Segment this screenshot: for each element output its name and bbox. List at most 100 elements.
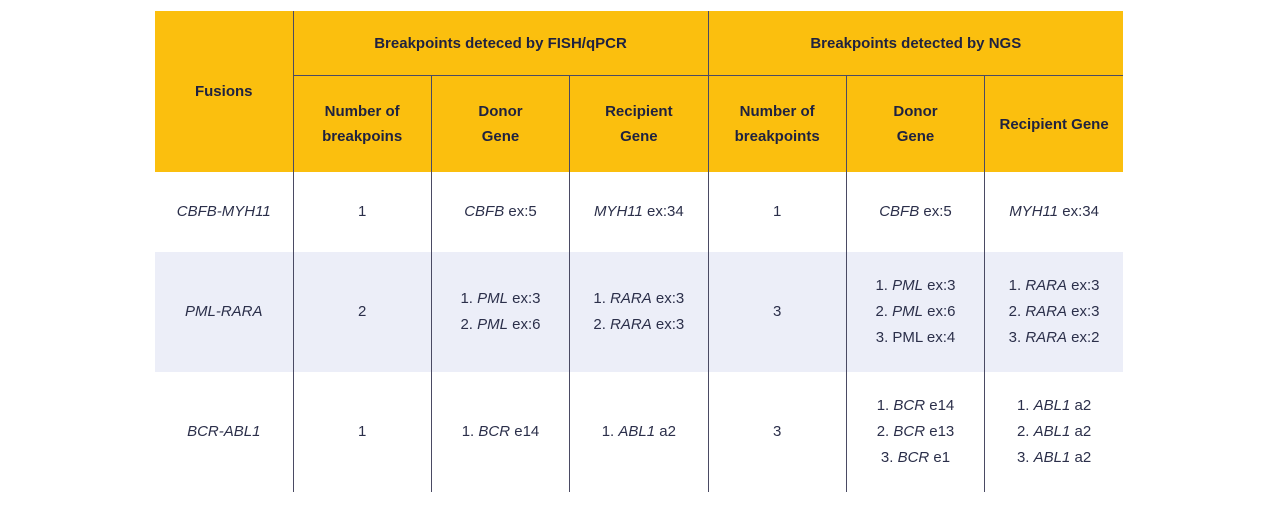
breakpoint-entry: 2. PML ex:6	[851, 299, 980, 325]
ngs-number-cell: 1	[707, 172, 847, 252]
breakpoint-entry: 3. RARA ex:2	[989, 325, 1119, 351]
breakpoint-entry: 1. ABL1 a2	[574, 419, 703, 445]
ngs-donor-cell: 1. BCR e14 2. BCR e13 3. BCR e1	[845, 372, 985, 492]
breakpoint-site: ex:6	[927, 303, 956, 320]
breakpoint-entry: 2. RARA ex:3	[574, 312, 703, 338]
breakpoint-entry: 3. BCR e1	[851, 445, 980, 471]
fish-qpcr-group-header: Breakpoints deteced by FISH/qPCR	[292, 11, 708, 76]
header-line: Number of	[324, 103, 400, 120]
fish-number-cell: 1	[292, 172, 432, 252]
breakpoint-entry: MYH11 ex:34	[989, 199, 1119, 225]
header-row-groups: Fusions Breakpoints deteced by FISH/qPCR…	[155, 11, 1124, 172]
breakpoint-site: ex:5	[923, 203, 952, 220]
breakpoint-site: ex:3	[1071, 303, 1100, 320]
header-line: Recipient Gene	[999, 115, 1109, 133]
entry-number: 1.	[1008, 277, 1022, 294]
gene-name: PML	[477, 290, 508, 307]
entry-number: 1.	[601, 423, 615, 440]
gene-name: ABL1	[618, 423, 656, 440]
table-row: PML-RARA 2 1. PML ex:3 2. PML ex:6 1. RARA e…	[155, 252, 1124, 372]
ngs-recipient-header: Recipient Gene	[984, 75, 1124, 172]
breakpoint-entry: 1. ABL1 a2	[989, 393, 1119, 419]
table-row: BCR-ABL1 1 1. BCR e14 1. ABL1 a2 3 1. BCR e14…	[155, 372, 1124, 492]
gene-name: RARA	[610, 316, 652, 333]
entry-number: 3.	[1008, 329, 1022, 346]
gene-name: MYH11	[593, 203, 643, 220]
entry-number: 1.	[593, 290, 606, 307]
header-line: Gene	[481, 128, 520, 145]
fish-donor-cell: 1. BCR e14	[430, 372, 570, 492]
breakpoint-site: a2	[659, 423, 676, 440]
ngs-number-cell: 3	[707, 372, 847, 492]
breakpoint-site: ex:3	[512, 290, 541, 307]
breakpoint-entry: CBFB ex:5	[436, 199, 565, 225]
breakpoint-entry: 3. PML ex:4	[851, 325, 980, 351]
entry-number: 2.	[876, 423, 890, 440]
entry-number: 2.	[1008, 303, 1022, 320]
gene-name: BCR	[478, 423, 511, 440]
gene-name: BCR	[893, 397, 926, 414]
entry-number: 2.	[460, 316, 473, 333]
breakpoint-entry: CBFB ex:5	[851, 199, 980, 225]
header-line: breakpoins	[322, 128, 403, 145]
fish-recipient-cell: 1. RARA ex:3 2. RARA ex:3	[569, 252, 708, 372]
fusion-name-cell: CBFB-MYH11	[176, 203, 271, 220]
breakpoint-site: a2	[1074, 449, 1092, 466]
fish-number-cell: 2	[292, 252, 432, 372]
breakpoint-site: ex:34	[1062, 203, 1099, 220]
fusion-name-cell: PML-RARA	[155, 252, 293, 372]
ngs-number-header: Number of breakpoints	[707, 75, 847, 172]
fish-donor-cell: 1. PML ex:3 2. PML ex:6	[430, 252, 570, 372]
breakpoint-site: ex:34	[647, 203, 684, 220]
gene-name: BCR	[893, 423, 926, 440]
header-line: Recipient	[605, 103, 673, 120]
entry-number: 3.	[875, 329, 889, 346]
gene-name: MYH11	[1009, 203, 1059, 220]
ngs-recipient-cell: 1. RARA ex:3 2. RARA ex:3 3. RARA ex:2	[984, 252, 1124, 372]
breakpoint-entry: 2. PML ex:6	[436, 312, 565, 338]
fusions-table: Fusions Breakpoints deteced by FISH/qPCR…	[155, 11, 1124, 492]
breakpoint-entry: MYH11 ex:34	[574, 199, 703, 225]
entry-number: 1.	[460, 290, 473, 307]
breakpoint-entry: 1. PML ex:3	[851, 273, 980, 299]
gene-name: CBFB	[464, 203, 505, 220]
entry-number: 1.	[875, 277, 888, 294]
gene-name: PML	[892, 303, 923, 320]
gene-name: ABL1	[1033, 397, 1071, 414]
breakpoint-site: ex:3	[655, 290, 685, 307]
breakpoint-entry: 1. PML ex:3	[436, 286, 565, 312]
entry-number: 3.	[880, 449, 894, 466]
header-line: Donor	[478, 103, 523, 120]
breakpoint-site: e13	[929, 423, 955, 440]
table-body: CBFB-MYH11 1 CBFB ex:5 MYH11 ex:34 1 CBFB ex:…	[155, 172, 1124, 492]
ngs-donor-cell: CBFB ex:5	[845, 172, 985, 252]
header-line: Donor	[893, 103, 938, 120]
header-row-columns: Number of breakpoins Donor Gene Recipien…	[155, 75, 1124, 172]
header-line: Number of	[739, 103, 815, 120]
gene-name: CBFB	[879, 203, 920, 220]
fish-recipient-cell: 1. ABL1 a2	[569, 372, 708, 492]
gene-name: RARA	[1025, 277, 1067, 294]
breakpoint-entry: 1. RARA ex:3	[989, 273, 1119, 299]
ngs-donor-header: Donor Gene	[845, 75, 985, 172]
gene-name: PML	[892, 329, 923, 346]
entry-number: 3.	[1016, 449, 1030, 466]
breakpoint-site: e14	[929, 397, 955, 414]
entry-number: 2.	[1016, 423, 1030, 440]
ngs-group-header: Breakpoints detected by NGS	[707, 11, 1124, 76]
breakpoint-entry: 1. BCR e14	[436, 419, 565, 445]
entry-number: 1.	[1016, 397, 1030, 414]
entry-number: 1.	[461, 423, 475, 440]
gene-name: RARA	[1025, 303, 1067, 320]
header-line: Gene	[620, 128, 658, 145]
breakpoint-entry: 2. BCR e13	[851, 419, 980, 445]
breakpoint-site: ex:4	[926, 329, 956, 346]
gene-name: ABL1	[1033, 423, 1071, 440]
breakpoint-site: ex:3	[655, 316, 685, 333]
breakpoint-entry: 1. BCR e14	[851, 393, 980, 419]
header-line: breakpoints	[734, 128, 820, 145]
gene-name: BCR	[897, 449, 930, 466]
breakpoint-site: ex:3	[927, 277, 956, 294]
breakpoint-site: ex:5	[508, 203, 537, 220]
entry-number: 2.	[593, 316, 606, 333]
